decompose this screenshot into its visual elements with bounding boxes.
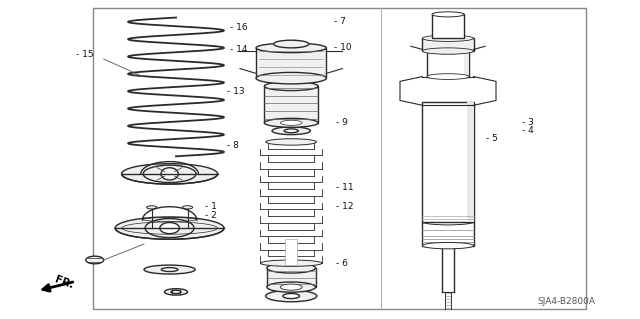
Bar bbox=[264, 86, 318, 123]
Text: - 3: - 3 bbox=[522, 118, 534, 127]
Ellipse shape bbox=[283, 293, 300, 299]
Ellipse shape bbox=[432, 12, 464, 17]
Ellipse shape bbox=[264, 82, 318, 91]
Bar bbox=[93, 8, 586, 309]
Text: - 1: - 1 bbox=[205, 202, 217, 211]
Text: - 11: - 11 bbox=[336, 183, 354, 192]
Ellipse shape bbox=[422, 242, 474, 249]
Text: - 13: - 13 bbox=[227, 87, 245, 96]
Text: - 8: - 8 bbox=[227, 141, 239, 150]
Text: - 6: - 6 bbox=[336, 259, 348, 268]
Ellipse shape bbox=[266, 139, 317, 145]
Ellipse shape bbox=[161, 268, 178, 271]
Text: - 15: - 15 bbox=[76, 50, 93, 59]
Ellipse shape bbox=[272, 127, 310, 135]
Ellipse shape bbox=[171, 290, 181, 293]
Ellipse shape bbox=[145, 219, 194, 238]
Bar bbox=[467, 102, 474, 222]
Bar bbox=[427, 51, 469, 77]
Ellipse shape bbox=[422, 35, 474, 41]
Ellipse shape bbox=[422, 219, 474, 225]
Text: - 9: - 9 bbox=[336, 118, 348, 127]
Ellipse shape bbox=[260, 260, 322, 266]
Ellipse shape bbox=[122, 164, 218, 184]
Bar bbox=[422, 222, 474, 246]
Ellipse shape bbox=[264, 118, 318, 127]
Text: - 5: - 5 bbox=[486, 134, 499, 143]
Ellipse shape bbox=[161, 168, 178, 180]
Ellipse shape bbox=[422, 48, 474, 54]
Bar bbox=[464, 51, 469, 77]
Ellipse shape bbox=[267, 282, 316, 292]
Bar bbox=[422, 38, 474, 51]
Ellipse shape bbox=[266, 290, 317, 302]
Ellipse shape bbox=[86, 256, 104, 264]
Ellipse shape bbox=[256, 43, 326, 53]
Ellipse shape bbox=[164, 289, 188, 295]
Ellipse shape bbox=[256, 72, 326, 84]
Ellipse shape bbox=[115, 217, 224, 239]
Bar bbox=[267, 268, 316, 287]
Text: FR.: FR. bbox=[53, 275, 75, 291]
Ellipse shape bbox=[267, 263, 316, 273]
Text: - 16: - 16 bbox=[230, 23, 248, 32]
Ellipse shape bbox=[427, 48, 469, 54]
Ellipse shape bbox=[160, 223, 179, 234]
Bar bbox=[285, 239, 297, 265]
Bar bbox=[256, 48, 326, 78]
Bar bbox=[422, 102, 474, 222]
Ellipse shape bbox=[274, 40, 309, 48]
Ellipse shape bbox=[143, 165, 196, 182]
Text: - 14: - 14 bbox=[230, 45, 248, 54]
Ellipse shape bbox=[182, 206, 193, 209]
Text: - 10: - 10 bbox=[334, 43, 352, 52]
Text: - 7: - 7 bbox=[334, 17, 346, 26]
Ellipse shape bbox=[280, 284, 302, 290]
Text: - 12: - 12 bbox=[336, 202, 353, 211]
Text: - 4: - 4 bbox=[522, 126, 533, 135]
Ellipse shape bbox=[427, 74, 469, 79]
Text: SJA4-B2800A: SJA4-B2800A bbox=[537, 297, 595, 306]
Ellipse shape bbox=[280, 120, 302, 125]
Ellipse shape bbox=[147, 206, 157, 209]
Text: - 2: - 2 bbox=[205, 211, 216, 220]
Ellipse shape bbox=[144, 265, 195, 274]
Bar bbox=[432, 14, 464, 38]
Ellipse shape bbox=[284, 129, 298, 133]
